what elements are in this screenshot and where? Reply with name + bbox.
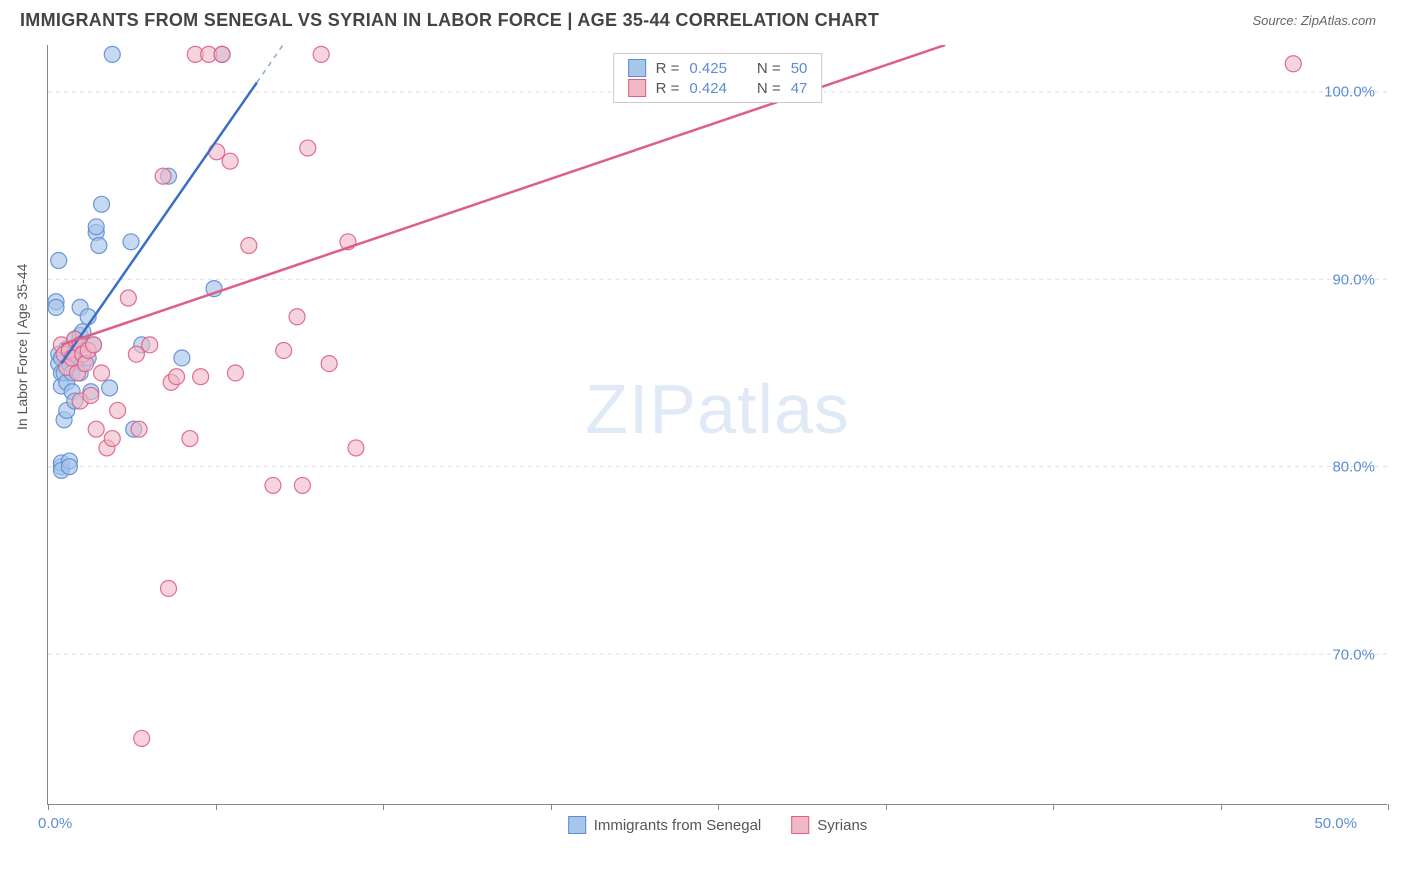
ytick-label: 70.0% xyxy=(1332,646,1375,663)
legend-series-label: Syrians xyxy=(817,817,867,834)
legend-swatch xyxy=(791,816,809,834)
scatter-plot xyxy=(48,45,1387,804)
legend-swatch xyxy=(568,816,586,834)
header: IMMIGRANTS FROM SENEGAL VS SYRIAN IN LAB… xyxy=(0,0,1406,37)
ytick-label: 90.0% xyxy=(1332,271,1375,288)
n-value: 47 xyxy=(791,80,808,97)
r-value: 0.425 xyxy=(689,60,727,77)
n-value: 50 xyxy=(791,60,808,77)
xtick xyxy=(551,804,552,810)
r-label: R = xyxy=(656,60,680,77)
xaxis-right-label: 50.0% xyxy=(1314,815,1357,832)
legend-series-item: Immigrants from Senegal xyxy=(568,816,762,834)
chart-title: IMMIGRANTS FROM SENEGAL VS SYRIAN IN LAB… xyxy=(20,10,879,31)
n-label: N = xyxy=(757,80,781,97)
legend-swatch xyxy=(628,59,646,77)
n-label: N = xyxy=(757,60,781,77)
xtick xyxy=(1053,804,1054,810)
yaxis-title: In Labor Force | Age 35-44 xyxy=(14,264,30,430)
legend-series: Immigrants from Senegal Syrians xyxy=(568,816,868,834)
legend-series-label: Immigrants from Senegal xyxy=(594,817,762,834)
legend-swatch xyxy=(628,79,646,97)
xtick xyxy=(886,804,887,810)
xtick xyxy=(383,804,384,810)
xtick xyxy=(1221,804,1222,810)
xtick xyxy=(216,804,217,810)
xtick xyxy=(1388,804,1389,810)
legend-correlation: R = 0.425 N = 50 R = 0.424 N = 47 xyxy=(613,53,823,103)
xaxis-left-label: 0.0% xyxy=(38,815,72,832)
ytick-label: 80.0% xyxy=(1332,459,1375,476)
xtick xyxy=(48,804,49,810)
r-label: R = xyxy=(656,80,680,97)
ytick-label: 100.0% xyxy=(1324,83,1375,100)
r-value: 0.424 xyxy=(689,80,727,97)
chart-area: ZIPatlas R =0.425N =50R =0.424N =47 0.0%… xyxy=(47,45,1387,805)
legend-correlation-row: R = 0.425 N = 50 xyxy=(628,58,808,78)
legend-correlation-row: R = 0.424 N = 47 xyxy=(628,78,808,98)
legend-series-item: Syrians xyxy=(791,816,867,834)
source-label: Source: ZipAtlas.com xyxy=(1252,13,1376,28)
xtick xyxy=(718,804,719,810)
